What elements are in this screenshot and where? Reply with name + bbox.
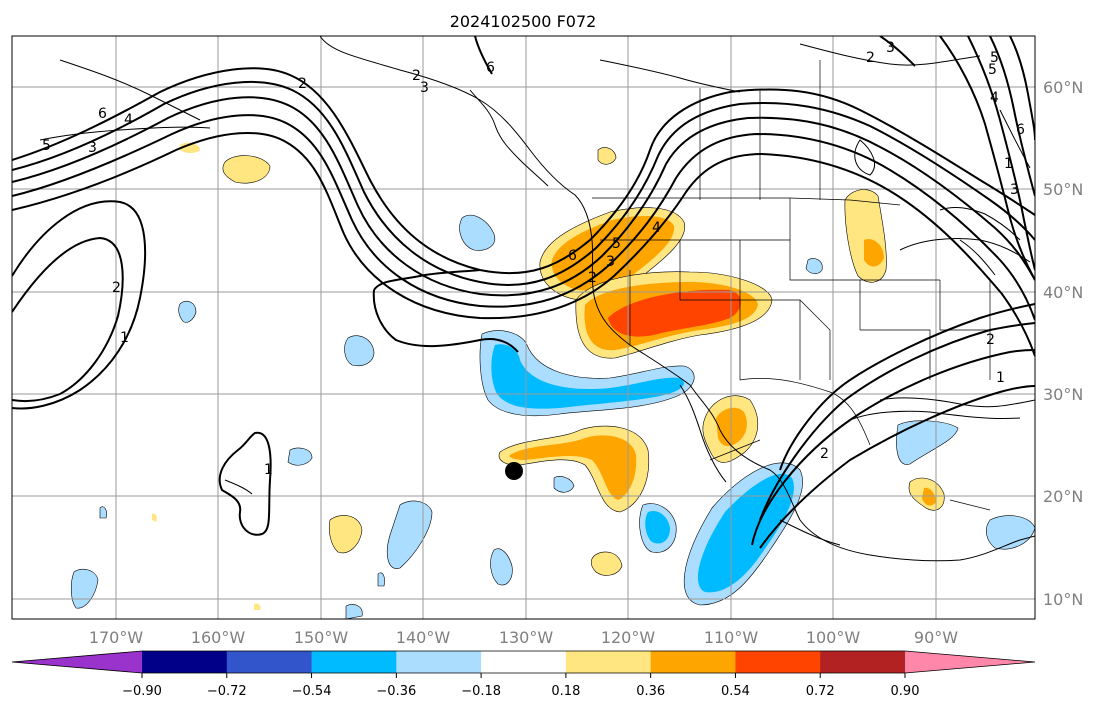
contour-label: 5 — [42, 138, 51, 154]
political-borders — [592, 60, 991, 511]
contour-label: 1 — [996, 370, 1005, 386]
colorbar-tick-label: 0.72 — [806, 684, 835, 699]
contour-lines — [12, 36, 1035, 549]
longitude-labels: 170°W 160°W 150°W 140°W 130°W 120°W 110°… — [89, 628, 958, 647]
colorbar-tick-label: 0.90 — [891, 684, 920, 699]
map-title: 2024102500 F072 — [450, 12, 597, 31]
colorbar-extend-high — [905, 651, 1035, 673]
location-marker — [505, 462, 523, 480]
contour-label: 6 — [98, 106, 107, 122]
contour-label: 3 — [1010, 182, 1019, 198]
map-frame — [11, 35, 1036, 620]
colorbar-tick-label: 0.54 — [721, 684, 750, 699]
contour-label-group: 6 4 5 3 6 2 3 2 1 2 1 5 4 3 2 6 5 4 3 2 … — [42, 40, 1025, 478]
colorbar-tick-label: −0.72 — [207, 684, 247, 699]
contour-label: 3 — [886, 40, 895, 56]
colorbar: −0.90 −0.72 −0.54 −0.36 −0.18 0.18 0.36 0.54 0.7… — [11, 650, 1036, 699]
lat-label: 60°N — [1043, 78, 1083, 97]
colorbar-segment — [735, 651, 821, 673]
contour-label: 2 — [986, 332, 995, 348]
contour-label: 3 — [420, 80, 429, 96]
lat-label: 10°N — [1043, 590, 1083, 609]
lat-label: 50°N — [1043, 180, 1083, 199]
contour-label: 2 — [588, 270, 597, 286]
lon-label: 170°W — [89, 628, 144, 647]
colorbar-segment — [820, 651, 906, 673]
contour-label: 2 — [112, 280, 121, 296]
contour-label: 6 — [486, 60, 495, 76]
lon-label: 110°W — [704, 628, 759, 647]
colorbar-segment — [142, 651, 228, 673]
colorbar-segment — [311, 651, 397, 673]
contour-label: 1 — [264, 462, 273, 478]
lon-label: 160°W — [191, 628, 246, 647]
colorbar-segment — [226, 651, 313, 673]
contour-label: 4 — [990, 90, 999, 106]
contour-label: 1 — [120, 330, 129, 346]
lat-label: 20°N — [1043, 487, 1083, 506]
colorbar-tick-label: −0.90 — [122, 684, 162, 699]
colorbar-extend-low — [12, 651, 142, 673]
lon-label: 120°W — [601, 628, 656, 647]
contour-label: 5 — [990, 50, 999, 66]
colorbar-tick-label: 0.18 — [551, 684, 580, 699]
colorbar-tick-label: 0.36 — [636, 684, 665, 699]
contour-label: 6 — [568, 248, 577, 264]
colorbar-segment — [481, 651, 567, 673]
contour-label: 5 — [612, 236, 621, 252]
contour-label: 5 — [988, 62, 997, 78]
graticule — [12, 36, 1035, 619]
lat-label: 40°N — [1043, 283, 1083, 302]
colorbar-segment — [396, 651, 482, 673]
contour-label: 1 — [1004, 156, 1013, 172]
colorbar-segment — [565, 651, 652, 673]
colorbar-tick-label: −0.18 — [461, 684, 501, 699]
map-area: 6 4 5 3 6 2 3 2 1 2 1 5 4 3 2 6 5 4 3 2 … — [12, 36, 1035, 619]
contour-label: 2 — [820, 446, 829, 462]
lon-label: 140°W — [396, 628, 451, 647]
contour-label: 4 — [124, 112, 133, 128]
colorbar-segment — [650, 651, 736, 673]
contour-label: 4 — [652, 220, 661, 236]
lon-label: 100°W — [806, 628, 861, 647]
contour-label: 2 — [298, 76, 307, 92]
colorbar-tick-label: −0.54 — [292, 684, 332, 699]
lon-label: 130°W — [499, 628, 554, 647]
contour-label: 2 — [412, 68, 421, 84]
lat-label: 30°N — [1043, 385, 1083, 404]
contour-label: 2 — [866, 50, 875, 66]
contour-label: 3 — [88, 140, 97, 156]
contour-label: 6 — [1016, 122, 1025, 138]
negative-shading — [70, 214, 1035, 619]
latitude-labels: 60°N 50°N 40°N 30°N 20°N 10°N — [1043, 78, 1083, 609]
lon-label: 150°W — [294, 628, 349, 647]
colorbar-tick-label: −0.36 — [376, 684, 416, 699]
lon-label: 90°W — [914, 628, 958, 647]
contour-label: 3 — [606, 254, 615, 270]
